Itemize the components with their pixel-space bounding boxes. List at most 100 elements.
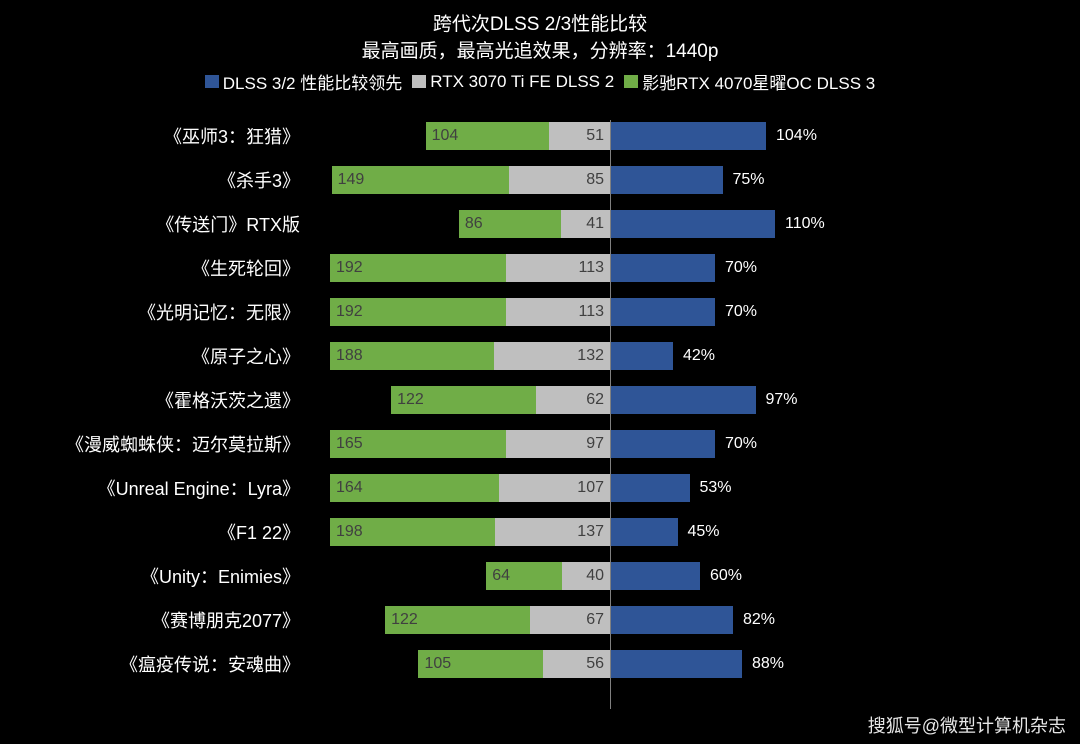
bar-gray: 113 [506, 254, 610, 282]
legend-swatch [205, 75, 219, 88]
bar-gray: 56 [543, 650, 610, 678]
bars-right: 42% [610, 334, 910, 378]
bars-right: 104% [610, 114, 910, 158]
bar-blue [610, 298, 715, 326]
row-label: 《Unreal Engine：Lyra》 [0, 475, 330, 501]
bars-right: 45% [610, 510, 910, 554]
bars-right: 110% [610, 202, 910, 246]
bars-left: 164107 [330, 466, 610, 510]
bars-right: 88% [610, 642, 910, 686]
legend: DLSS 3/2 性能比较领先 RTX 3070 Ti FE DLSS 2 影驰RT… [0, 69, 1080, 94]
rows-area: 《巫师3：狂猎》10451104%《杀手3》1498575%《传送门》RTX版8… [0, 114, 1080, 686]
row-label: 《传送门》RTX版 [0, 211, 330, 237]
row-label: 《漫威蜘蛛侠：迈尔莫拉斯》 [0, 431, 330, 457]
bars-right: 70% [610, 246, 910, 290]
bar-blue [610, 518, 678, 546]
bar-blue [610, 474, 690, 502]
bar-gray: 40 [562, 562, 610, 590]
percent-label: 110% [785, 215, 825, 233]
watermark: 搜狐号@微型计算机杂志 [868, 712, 1066, 738]
bar-blue [610, 562, 700, 590]
chart-row: 《Unity：Enimies》644060% [0, 554, 1040, 598]
bar-green: 192 [330, 254, 506, 282]
row-label: 《赛博朋克2077》 [0, 607, 330, 633]
bar-gray: 62 [536, 386, 610, 414]
bar-blue [610, 122, 766, 150]
bars-right: 70% [610, 290, 910, 334]
bar-green: 188 [330, 342, 494, 370]
bar-gray: 85 [509, 166, 610, 194]
bar-blue [610, 386, 756, 414]
legend-label: 影驰RTX 4070星曜OC DLSS 3 [642, 69, 875, 94]
row-label: 《霍格沃茨之遗》 [0, 387, 330, 413]
legend-item: RTX 3070 Ti FE DLSS 2 [412, 69, 614, 94]
chart-container: 跨代次DLSS 2/3性能比较 最高画质，最高光追效果，分辨率：1440p DL… [0, 0, 1080, 686]
bar-gray: 41 [561, 210, 610, 238]
bar-green: 86 [459, 210, 561, 238]
bar-gray: 132 [494, 342, 610, 370]
bars-right: 82% [610, 598, 910, 642]
bars-right: 70% [610, 422, 910, 466]
legend-label: DLSS 3/2 性能比较领先 [223, 69, 403, 94]
bars-left: 16597 [330, 422, 610, 466]
row-label: 《Unity：Enimies》 [0, 563, 330, 589]
bar-green: 105 [418, 650, 543, 678]
row-label: 《巫师3：狂猎》 [0, 123, 330, 149]
bars-right: 60% [610, 554, 910, 598]
percent-label: 45% [688, 523, 720, 541]
bar-blue [610, 606, 733, 634]
bars-left: 8641 [330, 202, 610, 246]
bars-left: 6440 [330, 554, 610, 598]
percent-label: 97% [766, 391, 798, 409]
percent-label: 53% [700, 479, 732, 497]
bar-gray: 97 [506, 430, 610, 458]
chart-row: 《F1 22》198137 45% [0, 510, 1040, 554]
bar-green: 164 [330, 474, 499, 502]
chart-row: 《瘟疫传说：安魂曲》1055688% [0, 642, 1040, 686]
bars-left: 12267 [330, 598, 610, 642]
bar-gray: 137 [495, 518, 610, 546]
bar-blue [610, 430, 715, 458]
bar-gray: 67 [530, 606, 610, 634]
bars-right: 97% [610, 378, 910, 422]
bar-gray: 107 [499, 474, 610, 502]
bar-green: 104 [426, 122, 550, 150]
bars-left: 10556 [330, 642, 610, 686]
bars-right: 75% [610, 158, 910, 202]
bars-left: 192113 [330, 246, 610, 290]
percent-label: 70% [725, 303, 757, 321]
legend-item: DLSS 3/2 性能比较领先 [205, 69, 403, 94]
row-label: 《F1 22》 [0, 519, 330, 545]
bars-left: 188132 [330, 334, 610, 378]
percent-label: 104% [776, 127, 817, 145]
percent-label: 75% [733, 171, 765, 189]
legend-label: RTX 3070 Ti FE DLSS 2 [430, 72, 614, 92]
chart-row: 《生死轮回》192113 70% [0, 246, 1040, 290]
bar-green: 64 [486, 562, 562, 590]
bar-green: 149 [332, 166, 509, 194]
bar-green: 165 [330, 430, 506, 458]
bar-blue [610, 254, 715, 282]
percent-label: 70% [725, 259, 757, 277]
chart-subtitle: 最高画质，最高光追效果，分辨率：1440p [0, 39, 1080, 66]
bars-right: 53% [610, 466, 910, 510]
bars-left: 12262 [330, 378, 610, 422]
percent-label: 60% [710, 567, 742, 585]
bars-left: 10451 [330, 114, 610, 158]
bar-blue [610, 166, 723, 194]
chart-row: 《赛博朋克2077》1226782% [0, 598, 1040, 642]
chart-row: 《漫威蜘蛛侠：迈尔莫拉斯》16597 70% [0, 422, 1040, 466]
row-label: 《生死轮回》 [0, 255, 330, 281]
percent-label: 70% [725, 435, 757, 453]
legend-swatch [624, 75, 638, 88]
row-label: 《杀手3》 [0, 167, 330, 193]
legend-swatch [412, 75, 426, 88]
bar-gray: 51 [549, 122, 610, 150]
bar-green: 192 [330, 298, 506, 326]
bar-green: 198 [330, 518, 495, 546]
legend-item: 影驰RTX 4070星曜OC DLSS 3 [624, 69, 875, 94]
chart-row: 《杀手3》14985 75% [0, 158, 1040, 202]
bars-left: 198137 [330, 510, 610, 554]
chart-row: 《原子之心》18813242% [0, 334, 1040, 378]
chart-row: 《巫师3：狂猎》10451104% [0, 114, 1040, 158]
